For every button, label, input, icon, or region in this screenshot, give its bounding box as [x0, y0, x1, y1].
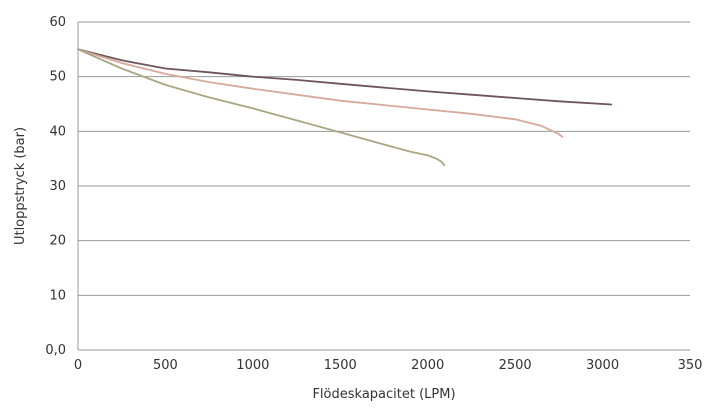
x-tick-label: 2000 [411, 358, 444, 373]
x-tick-label: 3000 [586, 358, 619, 373]
y-tick-label: 20 [49, 234, 66, 249]
axes [77, 22, 690, 351]
y-tick-labels: 0,0 10 20 30 40 50 60 [45, 15, 66, 358]
x-tick-labels: 0 500 1000 1500 2000 2500 3000 350 [74, 358, 703, 373]
y-tick-label: 10 [49, 288, 66, 303]
series-line-2 [77, 48, 564, 138]
series-line-3 [77, 48, 446, 167]
data-series [77, 48, 613, 167]
x-axis-title: Flödeskapacitet (LPM) [312, 387, 455, 402]
x-tick-label: 2500 [499, 358, 532, 373]
x-tick-label: 1000 [236, 358, 269, 373]
y-tick-label: 30 [49, 179, 66, 194]
x-tick-label: 1500 [324, 358, 357, 373]
x-tick-label: 350 [678, 358, 703, 373]
y-tick-label: 60 [49, 15, 66, 30]
gridlines [78, 21, 690, 296]
y-axis-title: Utloppstryck (bar) [13, 127, 28, 245]
series-line-1 [77, 48, 613, 106]
y-tick-label: 50 [49, 70, 66, 85]
y-tick-label: 40 [49, 124, 66, 139]
y-tick-label: 0,0 [45, 343, 66, 358]
x-tick-label: 500 [153, 358, 178, 373]
x-tick-label: 0 [74, 358, 82, 373]
